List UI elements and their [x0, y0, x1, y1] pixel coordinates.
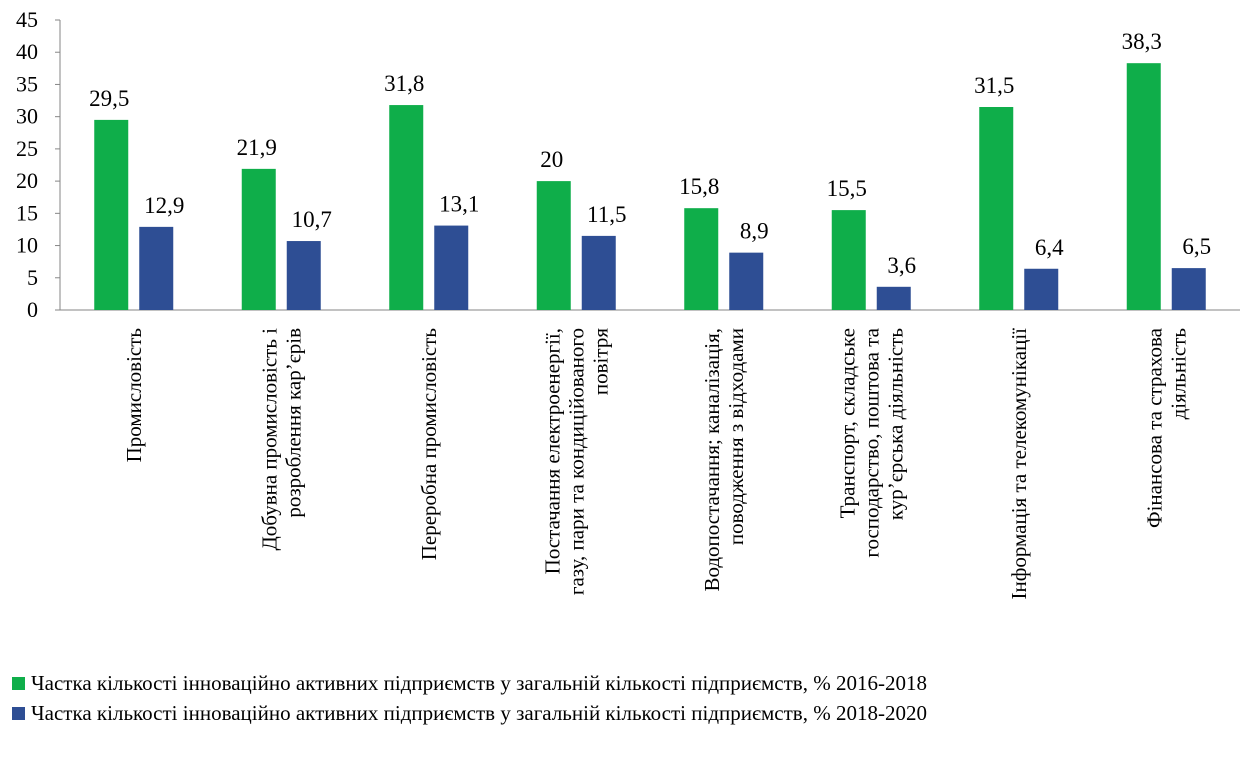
bar-series-1[interactable] [1126, 63, 1161, 310]
category-label-line: Водопостачання; каналізація, [700, 328, 724, 592]
data-labels: 29,5 12,9 21,9 10,7 31,8 13,1 20 11,5 15,8 8,9 15,… [89, 29, 1211, 278]
category-label: Фінансова та страхова діяльність [1142, 327, 1190, 528]
data-label-series-2: 12,9 [144, 193, 184, 218]
category-label: Інформація та телекомунікації [1007, 328, 1031, 600]
bar-series-1[interactable] [684, 208, 719, 310]
category-label: Водопостачання; каналізація, поводження з… [700, 328, 748, 592]
legend: Частка кількості інноваційно активних пі… [12, 668, 1252, 728]
category-label: Постачання електроенергії, газу, пари та … [540, 328, 612, 595]
bar-series-2[interactable] [139, 226, 174, 310]
y-tick-label: 5 [27, 265, 38, 290]
category-label-line: господарство, поштова та [859, 327, 883, 557]
y-tick-label: 20 [16, 168, 38, 193]
category-labels: Промисловість Добувна промисловість і розр… [122, 327, 1191, 599]
category-label-line: повітря [588, 328, 612, 395]
category-label: Промисловість [122, 328, 146, 462]
category-label-line: газу, пари та кондиційованого [564, 328, 588, 595]
bar-series-1[interactable] [831, 210, 866, 310]
data-label-series-2: 6,5 [1182, 234, 1211, 259]
category-label-line: кур’єрська діяльність [883, 328, 907, 520]
data-label-series-1: 15,8 [679, 174, 719, 199]
category-label-line: Переробна промисловість [417, 328, 441, 560]
category-label-line: Транспорт, складське [835, 328, 859, 518]
y-tick-label: 0 [27, 297, 38, 322]
bar-series-1[interactable] [536, 181, 571, 310]
legend-swatch-series-1 [12, 676, 25, 690]
category-label-line: Інформація та телекомунікації [1007, 328, 1031, 600]
legend-item-series-1[interactable]: Частка кількості інноваційно активних пі… [12, 668, 1252, 698]
data-label-series-1: 15,5 [827, 176, 867, 201]
y-tick-label: 40 [16, 39, 38, 64]
bar-series-1[interactable] [241, 168, 276, 310]
data-label-series-2: 13,1 [439, 192, 479, 217]
data-label-series-1: 38,3 [1122, 29, 1162, 54]
category-label-line: Добувна промисловість і [257, 328, 281, 551]
data-label-series-1: 31,5 [974, 73, 1014, 98]
legend-item-series-2[interactable]: Частка кількості інноваційно активних пі… [12, 698, 1252, 728]
bar-series-2[interactable] [1171, 268, 1206, 310]
y-tick-label: 15 [16, 200, 38, 225]
y-tick-label: 25 [16, 136, 38, 161]
category-label: Переробна промисловість [417, 328, 441, 560]
bar-series-2[interactable] [1024, 268, 1059, 310]
bar-series-1[interactable] [94, 119, 129, 310]
data-label-series-1: 20 [540, 147, 563, 172]
y-tick-label: 35 [16, 71, 38, 96]
category-label: Транспорт, складське господарство, поштов… [835, 327, 907, 557]
category-label-line: Фінансова та страхова [1142, 327, 1166, 528]
bar-series-2[interactable] [581, 235, 616, 310]
category-label-line: Постачання електроенергії, [540, 328, 564, 574]
category-label: Добувна промисловість і розроблення кар’є… [257, 328, 305, 551]
y-tick-label: 10 [16, 233, 38, 258]
bar-series-2[interactable] [876, 286, 911, 310]
data-label-series-2: 11,5 [587, 202, 626, 227]
bar-series-1[interactable] [979, 107, 1014, 310]
bar-series-2[interactable] [286, 241, 321, 310]
bar-series-2[interactable] [434, 225, 469, 310]
category-label-line: Промисловість [122, 328, 146, 462]
data-label-series-2: 3,6 [887, 253, 916, 278]
legend-label-series-1: Частка кількості інноваційно активних пі… [31, 671, 927, 695]
data-label-series-2: 6,4 [1035, 235, 1064, 260]
bars [94, 63, 1206, 310]
data-label-series-2: 8,9 [740, 219, 769, 244]
data-label-series-1: 21,9 [237, 135, 277, 160]
data-label-series-2: 10,7 [292, 207, 332, 232]
category-label-line: поводження з відходами [724, 328, 748, 545]
legend-label-series-2: Частка кількості інноваційно активних пі… [31, 701, 927, 725]
category-label-line: діяльність [1166, 328, 1190, 419]
data-label-series-1: 31,8 [384, 71, 424, 96]
bar-series-1[interactable] [389, 105, 424, 310]
category-label-line: розроблення кар’єрів [281, 328, 305, 518]
data-label-series-1: 29,5 [89, 86, 129, 111]
legend-swatch-series-2 [12, 706, 25, 720]
y-tick-label: 45 [16, 7, 38, 32]
bar-series-2[interactable] [729, 252, 764, 310]
y-tick-label: 30 [16, 104, 38, 129]
